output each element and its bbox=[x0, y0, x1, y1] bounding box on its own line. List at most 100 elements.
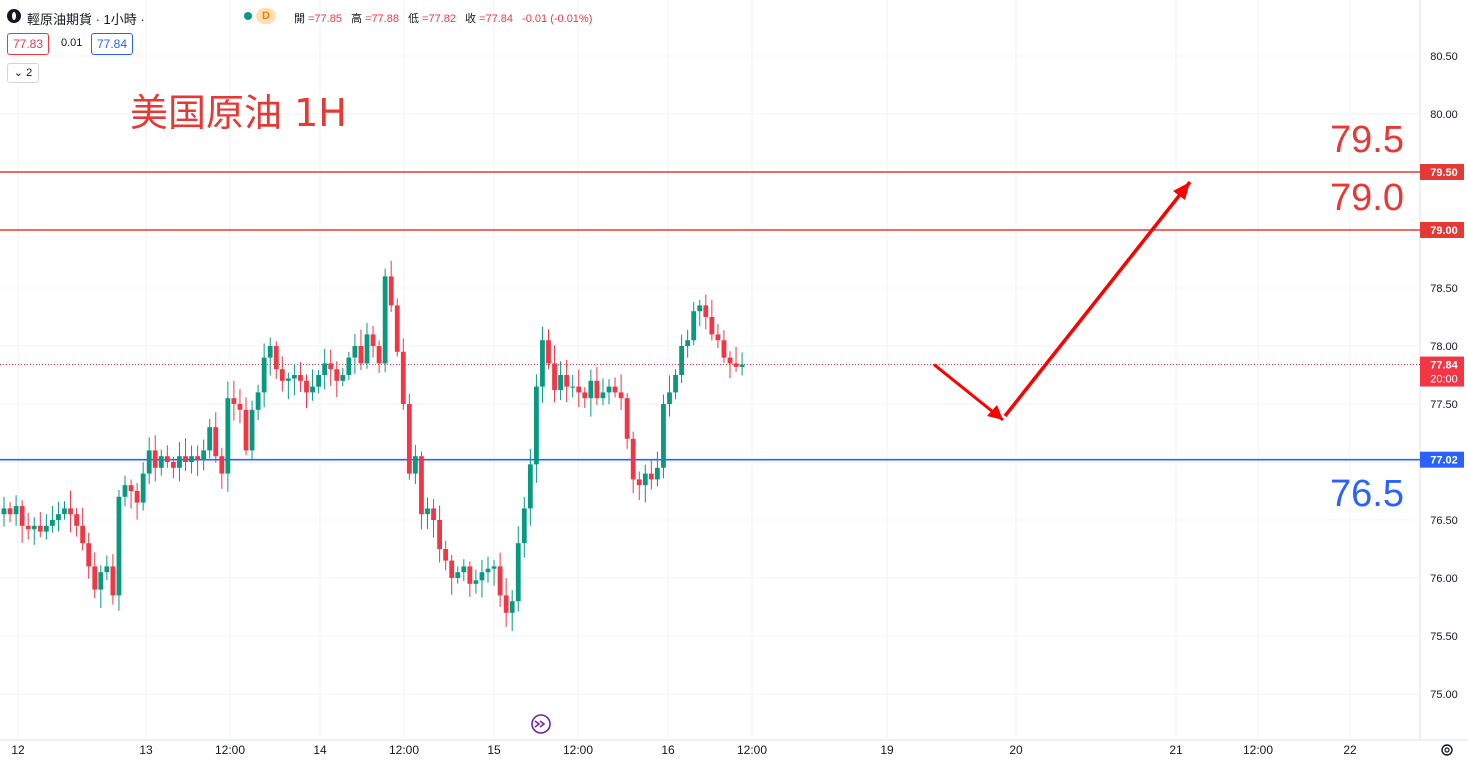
candle-body bbox=[364, 334, 370, 364]
candle-body bbox=[171, 462, 176, 468]
horizontal-levels: 79.5 79.0 76.5 bbox=[0, 119, 1420, 515]
chevron-down-icon: ⌄ bbox=[13, 67, 24, 79]
forecast-arrow bbox=[933, 180, 1192, 422]
resistance-1-axis-box bbox=[1420, 222, 1464, 238]
indicator-count: 2 bbox=[26, 67, 33, 79]
candle-body bbox=[195, 456, 200, 460]
candle-body bbox=[7, 508, 13, 515]
candle-body bbox=[285, 378, 291, 381]
candle-body bbox=[594, 380, 600, 399]
candle-body bbox=[558, 375, 563, 391]
support-text: 76.5 bbox=[1330, 473, 1404, 515]
time-tick-label: 12:00 bbox=[215, 743, 245, 757]
candle-body bbox=[152, 450, 158, 468]
candle-body bbox=[225, 398, 231, 474]
candle-body bbox=[413, 456, 418, 474]
candle-body bbox=[497, 566, 503, 596]
support-axis-box bbox=[1420, 451, 1464, 468]
high-label: 高 bbox=[351, 13, 363, 25]
candle-body bbox=[455, 572, 461, 578]
time-tick-label: 22 bbox=[1343, 743, 1357, 757]
candle-body bbox=[485, 568, 491, 573]
candle-body bbox=[521, 508, 527, 544]
candle-body bbox=[267, 346, 273, 358]
candle-body bbox=[43, 525, 49, 532]
candle-body bbox=[128, 485, 134, 491]
forecast-up-arrowhead bbox=[1173, 182, 1190, 200]
time-tick-label: 14 bbox=[313, 743, 327, 757]
countdown-label: 20:00 bbox=[1430, 374, 1458, 386]
buy-price-button[interactable]: 77.84 bbox=[91, 33, 134, 55]
candle-body bbox=[425, 508, 430, 515]
price-tick-label: 78.00 bbox=[1430, 341, 1458, 353]
candle-body bbox=[316, 375, 321, 387]
high-value: =77.88 bbox=[365, 13, 399, 25]
change-value: -0.01 (-0.01%) bbox=[522, 13, 593, 25]
jump-to-realtime-icon[interactable] bbox=[531, 714, 551, 734]
candle-body bbox=[540, 340, 545, 387]
candle-body bbox=[370, 334, 376, 346]
time-axis-labels: 12 13 12:00 14 12:00 15 12:00 16 12:00 19 20 21 12:0… bbox=[11, 743, 1357, 757]
candle-body bbox=[721, 340, 727, 358]
candle-body bbox=[74, 514, 79, 526]
symbol-title[interactable]: 輕原油期貨 · 1小時 · bbox=[27, 12, 145, 27]
candle-body bbox=[231, 398, 237, 404]
candle-body bbox=[237, 404, 243, 410]
price-tick-label: 78.50 bbox=[1430, 283, 1458, 295]
time-tick-label: 19 bbox=[880, 743, 894, 757]
candle-body bbox=[503, 595, 509, 613]
candle-body bbox=[56, 514, 61, 520]
candle-body bbox=[661, 404, 666, 468]
candle-body bbox=[655, 467, 660, 480]
delayed-badge[interactable]: D bbox=[256, 8, 276, 24]
candle-body bbox=[249, 409, 255, 451]
candle-body bbox=[304, 380, 309, 393]
price-tick-label: 76.50 bbox=[1430, 515, 1458, 527]
candle-body bbox=[582, 392, 588, 399]
candle-body bbox=[1, 508, 7, 515]
candle-body bbox=[534, 386, 539, 465]
candle-body bbox=[255, 392, 261, 410]
candle-body bbox=[443, 549, 449, 561]
spread-value: 0.01 bbox=[61, 37, 83, 49]
indicators-collapse-button[interactable]: ⌄ 2 bbox=[7, 63, 39, 83]
candle-body bbox=[527, 464, 533, 509]
candle-body bbox=[322, 363, 328, 375]
candle-body bbox=[685, 340, 691, 346]
candle-body bbox=[473, 580, 479, 584]
candle-body bbox=[606, 386, 612, 393]
candle-body bbox=[467, 566, 473, 584]
candle-body bbox=[13, 506, 19, 515]
candle-body bbox=[394, 305, 400, 352]
candle-body bbox=[146, 450, 152, 474]
candle-body bbox=[104, 566, 110, 573]
price-tick-label: 80.00 bbox=[1430, 109, 1458, 121]
sell-price-button[interactable]: 77.83 bbox=[7, 33, 50, 55]
candle-body bbox=[292, 375, 297, 379]
time-tick-label: 12:00 bbox=[1243, 743, 1273, 757]
price-axis-ticks: 75.0075.5076.0076.5077.0077.5078.0078.50… bbox=[1430, 51, 1458, 701]
ohlc-values: 開 =77.85 高 =77.88 低 =77.82 收 =77.84 -0.01 (-… bbox=[294, 10, 595, 26]
candle-body bbox=[207, 427, 213, 451]
candle-body bbox=[515, 543, 521, 602]
candle-body bbox=[19, 506, 25, 526]
candle-body bbox=[667, 392, 672, 404]
candle-body bbox=[552, 363, 557, 391]
candle-body bbox=[243, 409, 249, 451]
candle-body bbox=[310, 386, 315, 393]
candle-body bbox=[68, 508, 73, 515]
candle-body bbox=[691, 311, 697, 341]
price-tick-label: 77.50 bbox=[1430, 399, 1458, 411]
time-tick-label: 12 bbox=[11, 743, 25, 757]
candle-body bbox=[279, 369, 285, 381]
candle-body bbox=[709, 317, 715, 335]
candle-body bbox=[739, 364, 745, 367]
candle-body bbox=[576, 386, 582, 393]
time-tick-label: 13 bbox=[139, 743, 153, 757]
candle-body bbox=[570, 386, 576, 388]
time-tick-label: 16 bbox=[661, 743, 675, 757]
open-value: =77.85 bbox=[308, 13, 342, 25]
close-value: =77.84 bbox=[479, 13, 513, 25]
settings-gear-icon[interactable] bbox=[1441, 744, 1453, 756]
